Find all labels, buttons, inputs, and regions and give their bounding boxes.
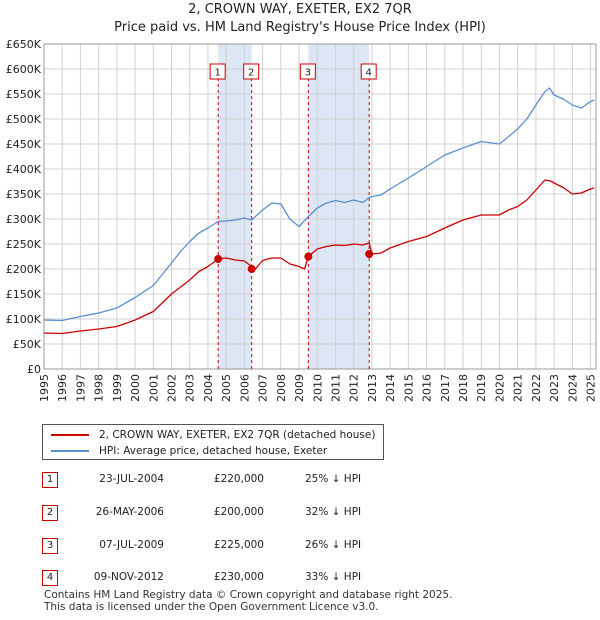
- x-tick-label: 1998: [93, 374, 106, 402]
- sale-label-number: 2: [248, 68, 254, 79]
- sale-label-box: [209, 63, 226, 80]
- x-tick-label: 1997: [74, 374, 87, 402]
- legend-label-property: 2, CROWN WAY, EXETER, EX2 7QR (detached …: [99, 429, 376, 441]
- x-tick-label: 2010: [311, 374, 324, 402]
- y-tick-label: £50K: [13, 338, 42, 351]
- legend-label-hpi: HPI: Average price, detached house, Exet…: [99, 445, 328, 457]
- legend-item-property: 2, CROWN WAY, EXETER, EX2 7QR (detached …: [51, 428, 375, 442]
- footer-line-2: This data is licensed under the Open Gov…: [44, 601, 379, 613]
- plot-area-frame: [43, 43, 597, 370]
- sale-label-box: [243, 63, 260, 80]
- sale-number-badge: 4: [42, 570, 58, 586]
- legend-swatch-hpi: [51, 450, 89, 452]
- x-tick-label: 2012: [348, 374, 361, 402]
- sale-label-box: [360, 63, 377, 80]
- y-tick-label: £100K: [6, 313, 42, 326]
- x-tick-label: 2014: [384, 374, 397, 402]
- x-tick-label: 2009: [293, 374, 306, 402]
- sale-row: 4 09-NOV-2012 £230,000 33% ↓ HPI: [0, 568, 600, 588]
- x-tick-label: 2015: [402, 374, 415, 402]
- sale-number-badge: 3: [42, 538, 58, 554]
- sale-date: 09-NOV-2012: [93, 571, 164, 583]
- sale-price: £200,000: [213, 506, 264, 518]
- sale-number-badge: 2: [42, 505, 58, 521]
- x-tick-label: 2005: [220, 374, 233, 402]
- sale-point: [247, 265, 256, 273]
- chart-title: 2, CROWN WAY, EXETER, EX2 7QR: [188, 2, 412, 17]
- sale-point: [214, 255, 223, 263]
- y-tick-label: £450K: [6, 138, 42, 151]
- x-tick-label: 2003: [184, 374, 197, 402]
- sale-label-box: [299, 63, 316, 80]
- sale-row: 2 26-MAY-2006 £200,000 32% ↓ HPI: [0, 503, 600, 523]
- sale-number-badge: 1: [42, 472, 58, 488]
- x-tick-label: 2021: [512, 374, 525, 402]
- sale-price: £230,000: [213, 571, 264, 583]
- x-tick-label: 2019: [475, 374, 488, 402]
- legend-swatch-property: [51, 434, 89, 436]
- sale-point: [304, 252, 313, 261]
- x-tick-label: 2017: [439, 374, 452, 402]
- y-tick-label: £550K: [6, 88, 42, 101]
- sale-row: 1 23-JUL-2004 £220,000 25% ↓ HPI: [0, 470, 600, 490]
- x-tick-label: 1995: [38, 374, 51, 402]
- sale-interval-shade: [218, 44, 252, 369]
- x-tick-label: 2020: [493, 374, 506, 402]
- x-tick-label: 2006: [238, 374, 251, 402]
- x-tick-label: 2024: [566, 374, 579, 402]
- chart-legend: 2, CROWN WAY, EXETER, EX2 7QR (detached …: [42, 424, 384, 460]
- x-tick-label: 2018: [457, 374, 470, 402]
- y-tick-label: £0: [27, 363, 41, 376]
- sale-label-number: 3: [305, 68, 311, 79]
- x-tick-label: 2011: [329, 374, 342, 402]
- x-tick-label: 1999: [111, 374, 124, 402]
- y-tick-label: £200K: [6, 263, 42, 276]
- y-tick-label: £600K: [6, 63, 42, 76]
- sale-interval-shade: [308, 44, 370, 369]
- sale-hpi-diff: 26% ↓ HPI: [305, 539, 362, 551]
- x-tick-label: 2016: [421, 374, 434, 402]
- y-tick-label: £400K: [6, 163, 42, 176]
- sale-price: £225,000: [213, 539, 264, 551]
- x-tick-label: 2001: [147, 374, 160, 402]
- sale-hpi-diff: 32% ↓ HPI: [305, 506, 362, 518]
- x-tick-label: 2022: [530, 374, 543, 402]
- y-tick-label: £500K: [6, 113, 42, 126]
- property-series-line: [43, 179, 595, 335]
- x-tick-label: 2023: [548, 374, 561, 402]
- y-tick-label: £250K: [6, 238, 42, 251]
- y-tick-label: £150K: [6, 288, 42, 301]
- sale-date: 26-MAY-2006: [95, 506, 164, 518]
- x-tick-label: 2004: [202, 374, 215, 402]
- footer-attribution: Contains HM Land Registry data © Crown c…: [44, 589, 452, 613]
- sale-date: 07-JUL-2009: [99, 539, 164, 551]
- x-tick-label: 1996: [56, 374, 69, 402]
- price-chart: £0 £50K £100K £150K £200K £250K £300K £350K £400…: [6, 38, 598, 402]
- y-tick-label: £350K: [6, 188, 42, 201]
- x-tick-label: 2008: [275, 374, 288, 402]
- sale-date: 23-JUL-2004: [99, 473, 164, 485]
- x-tick-label: 2000: [129, 374, 142, 402]
- footer-line-1: Contains HM Land Registry data © Crown c…: [44, 589, 453, 601]
- sale-hpi-diff: 33% ↓ HPI: [305, 571, 362, 583]
- x-tick-label: 2025: [585, 374, 598, 402]
- hpi-series-line: [43, 87, 595, 322]
- sale-label-number: 1: [214, 68, 220, 79]
- y-tick-label: £300K: [6, 213, 42, 226]
- y-tick-label: £650K: [6, 38, 42, 51]
- sale-row: 3 07-JUL-2009 £225,000 26% ↓ HPI: [0, 536, 600, 556]
- sale-point: [365, 250, 374, 258]
- legend-item-hpi: HPI: Average price, detached house, Exet…: [51, 444, 327, 458]
- x-tick-label: 2013: [366, 374, 379, 402]
- sale-label-number: 4: [366, 68, 372, 79]
- sale-price: £220,000: [213, 473, 264, 485]
- x-tick-label: 2007: [257, 374, 270, 402]
- x-tick-label: 2002: [166, 374, 179, 402]
- sale-hpi-diff: 25% ↓ HPI: [305, 473, 362, 485]
- chart-subtitle: Price paid vs. HM Land Registry's House …: [114, 20, 486, 35]
